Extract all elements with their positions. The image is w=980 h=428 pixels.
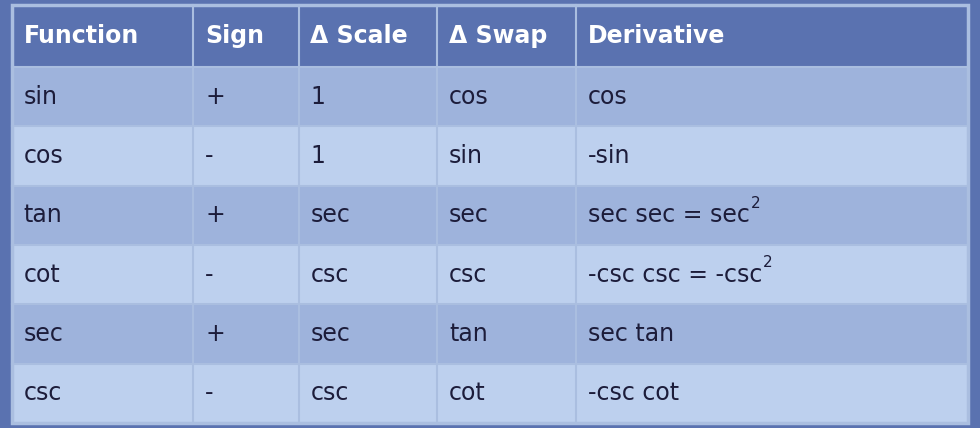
Text: Sign: Sign bbox=[205, 24, 265, 48]
Bar bbox=[299, 126, 437, 186]
Bar bbox=[12, 67, 193, 126]
Bar bbox=[576, 186, 968, 245]
Text: cos: cos bbox=[24, 144, 64, 168]
Bar bbox=[437, 5, 576, 67]
Text: -: - bbox=[205, 381, 214, 405]
Bar bbox=[12, 304, 193, 363]
Text: sec tan: sec tan bbox=[588, 322, 674, 346]
Bar bbox=[299, 67, 437, 126]
Text: 1: 1 bbox=[311, 144, 325, 168]
Text: Δ Swap: Δ Swap bbox=[449, 24, 548, 48]
Bar bbox=[437, 67, 576, 126]
Text: 2: 2 bbox=[763, 255, 773, 270]
Text: +: + bbox=[205, 85, 225, 109]
Text: Function: Function bbox=[24, 24, 139, 48]
Text: sec: sec bbox=[24, 322, 64, 346]
Text: csc: csc bbox=[311, 262, 349, 287]
Text: +: + bbox=[205, 322, 225, 346]
Bar bbox=[193, 363, 299, 423]
Text: -csc cot: -csc cot bbox=[588, 381, 679, 405]
Bar bbox=[299, 363, 437, 423]
Bar bbox=[437, 304, 576, 363]
Bar bbox=[193, 304, 299, 363]
Text: sec sec = sec: sec sec = sec bbox=[588, 203, 750, 227]
Bar bbox=[193, 245, 299, 304]
Bar bbox=[576, 126, 968, 186]
Bar bbox=[299, 245, 437, 304]
Bar bbox=[437, 126, 576, 186]
Text: -: - bbox=[205, 262, 214, 287]
Text: sec: sec bbox=[311, 203, 350, 227]
Bar bbox=[437, 186, 576, 245]
Text: sin: sin bbox=[449, 144, 483, 168]
Bar bbox=[299, 186, 437, 245]
Bar bbox=[576, 67, 968, 126]
Text: cot: cot bbox=[449, 381, 486, 405]
Bar bbox=[576, 363, 968, 423]
Text: -csc csc = -csc: -csc csc = -csc bbox=[588, 262, 762, 287]
Bar bbox=[12, 186, 193, 245]
Text: sec: sec bbox=[311, 322, 350, 346]
Text: 2: 2 bbox=[751, 196, 760, 211]
Bar bbox=[12, 245, 193, 304]
Text: Δ Scale: Δ Scale bbox=[311, 24, 408, 48]
Text: csc: csc bbox=[24, 381, 62, 405]
Text: -sin: -sin bbox=[588, 144, 630, 168]
Text: csc: csc bbox=[311, 381, 349, 405]
Bar bbox=[193, 126, 299, 186]
Bar bbox=[193, 67, 299, 126]
Bar bbox=[576, 5, 968, 67]
Bar bbox=[12, 363, 193, 423]
Text: sin: sin bbox=[24, 85, 58, 109]
Bar bbox=[437, 363, 576, 423]
Text: +: + bbox=[205, 203, 225, 227]
Text: 1: 1 bbox=[311, 85, 325, 109]
Bar bbox=[437, 245, 576, 304]
Bar bbox=[193, 5, 299, 67]
Text: tan: tan bbox=[24, 203, 63, 227]
Bar bbox=[299, 304, 437, 363]
Text: sec: sec bbox=[449, 203, 489, 227]
Bar bbox=[576, 304, 968, 363]
Text: csc: csc bbox=[449, 262, 487, 287]
Text: cos: cos bbox=[588, 85, 627, 109]
Text: cos: cos bbox=[449, 85, 489, 109]
Bar bbox=[193, 186, 299, 245]
Text: cot: cot bbox=[24, 262, 61, 287]
Bar bbox=[12, 126, 193, 186]
Text: tan: tan bbox=[449, 322, 488, 346]
Bar bbox=[12, 5, 193, 67]
Bar bbox=[576, 245, 968, 304]
Text: -: - bbox=[205, 144, 214, 168]
Bar bbox=[299, 5, 437, 67]
Text: Derivative: Derivative bbox=[588, 24, 725, 48]
